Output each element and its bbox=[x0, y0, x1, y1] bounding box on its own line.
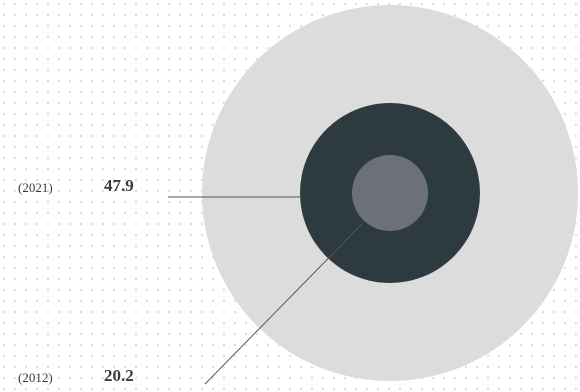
value-label-2012: 20.2 bbox=[104, 366, 134, 385]
year-label-2012: (2012) bbox=[18, 370, 53, 385]
year-label-2021: (2021) bbox=[18, 180, 53, 195]
leader-line-2012 bbox=[204, 223, 363, 385]
value-label-2021: 47.9 bbox=[104, 176, 134, 195]
circle-2012 bbox=[352, 155, 428, 231]
